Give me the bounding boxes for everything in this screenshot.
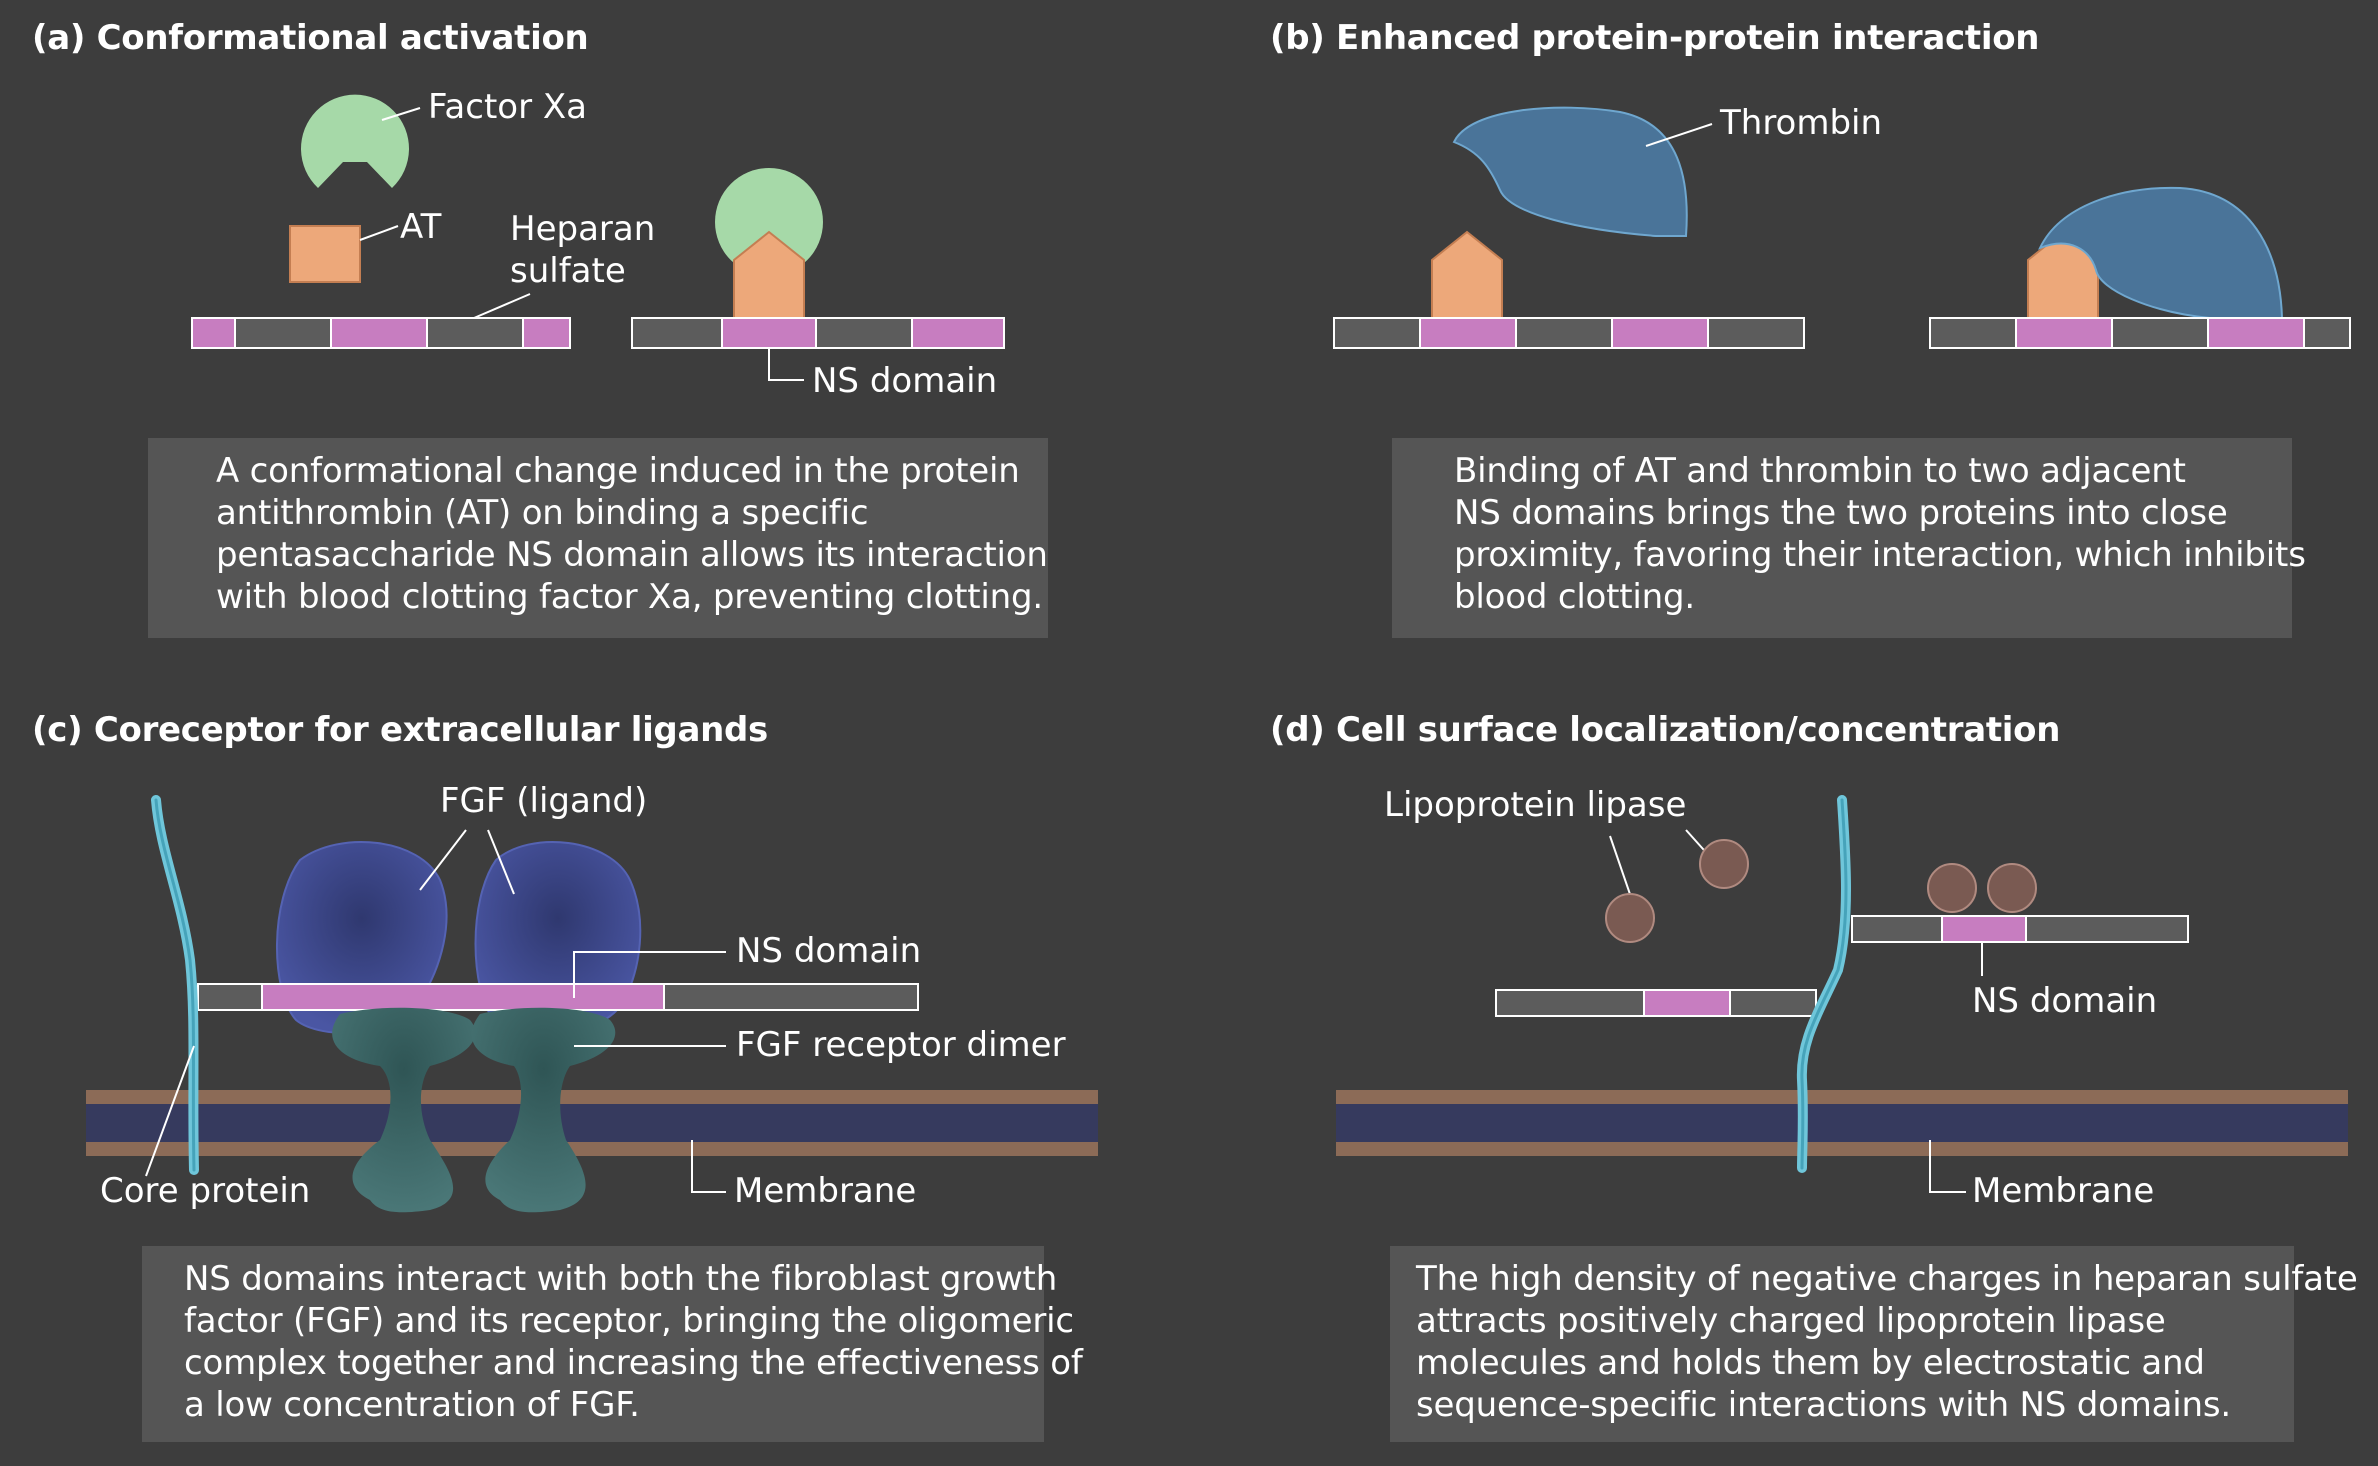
panel-d-caption-line-3: molecules and holds them by electrostati… [1416, 1343, 2205, 1383]
factor-xa-icon [301, 94, 409, 188]
fgf-receptor-right-icon [471, 1007, 616, 1213]
panel-c-caption-line-4: a low concentration of FGF. [184, 1385, 640, 1425]
antithrombin-icon [289, 225, 361, 283]
thrombin-label: Thrombin [1719, 103, 1882, 143]
panel-d-caption-line-2: attracts positively charged lipoprotein … [1416, 1301, 2166, 1341]
panel-b-caption: Binding of AT and thrombin to two adjace… [1392, 438, 2306, 638]
panel-b-caption-line-1: Binding of AT and thrombin to two adjace… [1454, 451, 2186, 491]
panel-a-caption-line-3: pentasaccharide NS domain allows its int… [216, 535, 1048, 575]
factor-xa-label: Factor Xa [428, 87, 587, 127]
panel-c-caption-line-1: NS domains interact with both the fibrob… [184, 1259, 1058, 1299]
panel-a-caption-line-1: A conformational change induced in the p… [216, 451, 1020, 491]
lipase-free-2-icon [1699, 839, 1749, 889]
heparan-chain-d-right [1851, 915, 2189, 943]
membrane-label-c: Membrane [734, 1171, 916, 1211]
heparan-chain-1 [191, 317, 571, 349]
antithrombin-b-icon [1431, 230, 1503, 319]
fgf-receptor-left-icon [332, 1007, 476, 1213]
panel-a-heading: (a) Conformational activation [32, 18, 589, 58]
fgf-receptor-label: FGF receptor dimer [736, 1025, 1066, 1065]
membrane-d [1336, 1090, 2348, 1156]
heparan-chain-c [197, 983, 919, 1011]
thrombin-icon [1452, 106, 1688, 237]
lipoprotein-lipase-label: Lipoprotein lipase [1384, 785, 1686, 825]
lipase-free-1-icon [1605, 893, 1655, 943]
heparan-label-line2: sulfate [510, 251, 626, 291]
heparan-chain-2 [631, 317, 1005, 349]
factor-xa-bound-icon [715, 168, 823, 276]
at-label: AT [400, 207, 442, 247]
thrombin-bound-icon [2037, 186, 2284, 319]
panel-c-caption: NS domains interact with both the fibrob… [142, 1246, 1083, 1442]
ns-domain-label-d: NS domain [1972, 981, 2157, 1021]
panel-b-heading: (b) Enhanced protein-protein interaction [1270, 18, 2040, 58]
heparan-chain-4 [1929, 317, 2351, 349]
panel-a-caption: A conformational change induced in the p… [148, 438, 1048, 638]
panel-c-heading: (c) Coreceptor for extracellular ligands [32, 710, 768, 750]
panel-b-caption-line-2: NS domains brings the two proteins into … [1454, 493, 2228, 533]
panel-b-caption-line-4: blood clotting. [1454, 577, 1696, 617]
panel-d-heading: (d) Cell surface localization/concentrat… [1270, 710, 2061, 750]
membrane-c [86, 1090, 1098, 1156]
panel-b-caption-line-3: proximity, favoring their interaction, w… [1454, 535, 2306, 575]
panel-a-caption-line-2: antithrombin (AT) on binding a specific [216, 493, 869, 533]
heparan-chain-3 [1333, 317, 1805, 349]
membrane-label-d: Membrane [1972, 1171, 2154, 1211]
panel-a-caption-line-4: with blood clotting factor Xa, preventin… [216, 577, 1043, 617]
fgf-ligand-label: FGF (ligand) [440, 781, 647, 821]
heparan-chain-d-left [1495, 989, 1817, 1017]
panel-d-caption: The high density of negative charges in … [1390, 1246, 2358, 1442]
panel-c-diagram: FGF (ligand) NS domain FGF receptor dime… [86, 781, 1098, 1213]
core-protein-label: Core protein [100, 1171, 310, 1211]
panel-a-diagram: Factor Xa AT Heparan sulfate NS domain [191, 87, 1005, 401]
ns-domain-label-c: NS domain [736, 931, 921, 971]
lipase-bound-1-icon [1927, 863, 1977, 913]
panel-b-diagram: Thrombin [1333, 103, 2351, 349]
panel-d-caption-line-4: sequence-specific interactions with NS d… [1416, 1385, 2232, 1425]
lipase-bound-2-icon [1987, 863, 2037, 913]
heparan-label-line1: Heparan [510, 209, 655, 249]
ns-domain-label-a: NS domain [812, 361, 997, 401]
panel-c-caption-line-3: complex together and increasing the effe… [184, 1343, 1083, 1383]
panel-d-diagram: Lipoprotein lipase NS domain Membrane [1336, 785, 2348, 1211]
panel-c-caption-line-2: factor (FGF) and its receptor, bringing … [184, 1301, 1074, 1341]
panel-d-caption-line-1: The high density of negative charges in … [1416, 1259, 2358, 1299]
